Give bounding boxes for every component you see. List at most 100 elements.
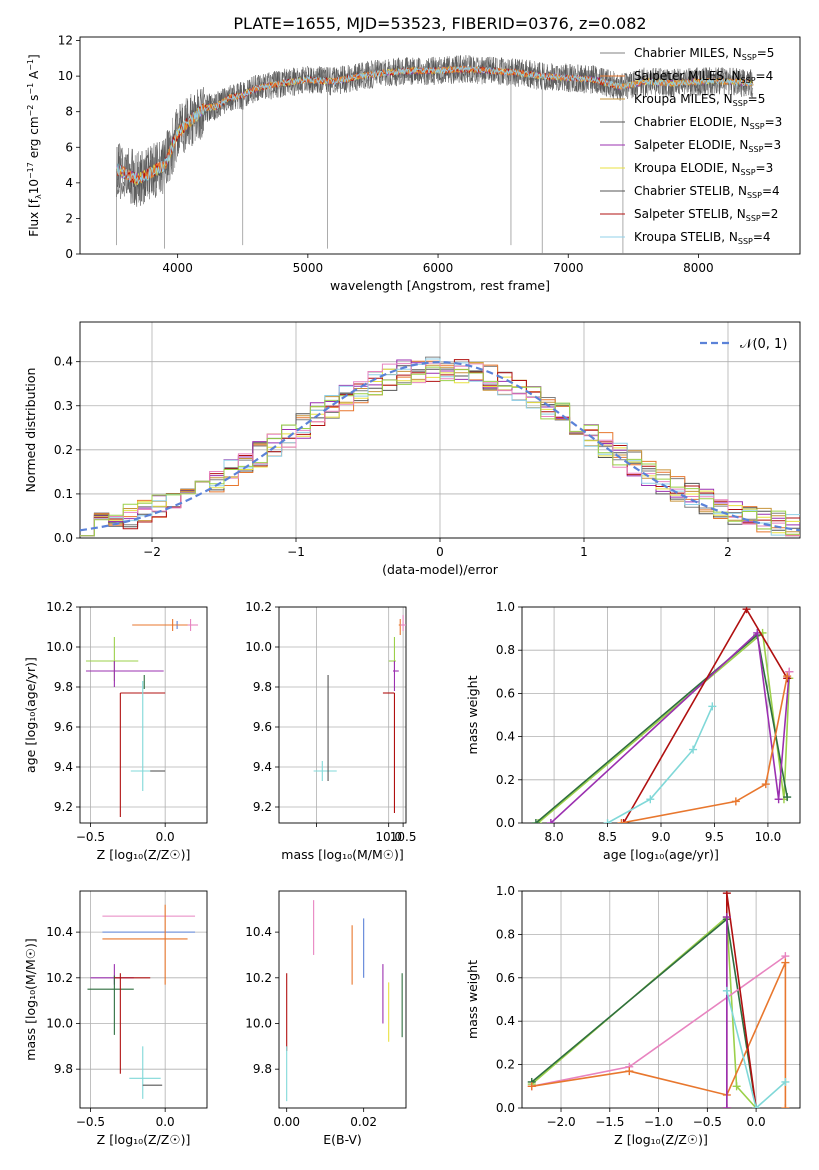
y-axis-label-part: λ (34, 194, 43, 199)
x-tick-label: −0.5 (76, 1115, 105, 1129)
y-axis-label-part: ] (27, 54, 41, 59)
y-tick-label: 6 (65, 140, 73, 154)
y-axis-label-part: −1 (26, 59, 35, 71)
spectrum-line (116, 65, 754, 184)
chart-mass_vs_z: −0.5 0.0 9.8 10.0 10.2 10.4 Z [log₁₀(Z/Z☉)] mas… (23, 890, 208, 1147)
legend-entry: Salpeter STELIB, NSSP=2 (634, 207, 778, 223)
x-tick-label: 4000 (162, 261, 193, 275)
legend-subscript: SSP (741, 168, 756, 177)
x-tick-label: 9.0 (651, 830, 670, 844)
x-tick-label: 0.02 (350, 1115, 377, 1129)
legend-subscript: SSP (742, 53, 757, 62)
x-tick-label: −1 (287, 545, 305, 559)
y-tick-label: 1.0 (496, 884, 515, 898)
weight-line (550, 631, 791, 823)
plot-area (527, 891, 790, 1108)
y-axis-label: mass [log₁₀(M/M☉)] (23, 938, 38, 1060)
y-tick-label: 0.0 (496, 816, 515, 830)
axes-frame (521, 890, 801, 1109)
y-tick-label: 0.6 (496, 971, 515, 985)
y-tick-label: 0.4 (496, 1014, 515, 1028)
x-tick-label: −0.5 (693, 1115, 722, 1129)
x-tick-label: −1.0 (644, 1115, 673, 1129)
x-tick-label: 10.0 (755, 830, 782, 844)
y-tick-label: 9.6 (54, 720, 73, 734)
y-tick-label: 9.6 (253, 720, 272, 734)
axes-frame (79, 606, 208, 824)
x-tick-label: 0.0 (156, 1115, 175, 1129)
y-axis-label: Flux [fλ10−17 erg cm−2 s−1 A−1] (26, 54, 43, 236)
x-axis-label: Z [log₁₀(Z/Z☉)] (97, 847, 191, 862)
weight-line (621, 675, 788, 823)
legend-entry: Chabrier MILES, NSSP=5 (634, 46, 774, 62)
y-tick-label: 10.4 (245, 925, 272, 939)
axes-frame (278, 890, 407, 1109)
x-tick-label: 0 (436, 545, 444, 559)
y-tick-label: 10 (58, 69, 73, 83)
y-tick-label: 10.4 (46, 925, 73, 939)
y-axis-label-part: erg cm (27, 116, 41, 162)
chart-mass_vs_ebv: 0.00 0.02 9.8 10.0 10.2 10.4 E(B-V) (245, 890, 407, 1147)
y-tick-label: 9.2 (54, 800, 73, 814)
x-tick-label: −0.5 (76, 830, 105, 844)
legend-name: Salpeter MILES, N (634, 69, 741, 83)
x-tick-label: 10.0 (375, 830, 402, 844)
legend-suffix: =2 (761, 207, 779, 221)
x-axis-label: Z [log₁₀(Z/Z☉)] (97, 1132, 191, 1147)
x-tick-label: 8.0 (545, 830, 564, 844)
plot-area (87, 904, 196, 1099)
legend-entry: Salpeter ELODIE, NSSP=3 (634, 138, 781, 154)
x-tick-label: −2 (143, 545, 161, 559)
y-tick-label: 10.0 (46, 640, 73, 654)
legend-subscript: SSP (750, 122, 765, 131)
y-tick-label: 0.1 (54, 487, 73, 501)
legend-name: Kroupa MILES, N (634, 92, 733, 106)
y-tick-label: 10.2 (46, 971, 73, 985)
y-tick-label: 10.2 (245, 600, 272, 614)
x-tick-label: −1.5 (595, 1115, 624, 1129)
y-axis-label-part: −1 (26, 83, 35, 95)
y-tick-label: 9.2 (253, 800, 272, 814)
legend-name: Chabrier MILES, N (634, 46, 742, 60)
y-axis-label-part: 10 (27, 179, 41, 194)
weight-line (726, 990, 786, 1108)
legend-entry: Salpeter MILES, NSSP=4 (634, 69, 773, 85)
legend-suffix: =5 (748, 92, 766, 106)
x-tick-label: 1 (580, 545, 588, 559)
legend-name: Kroupa ELODIE, N (634, 161, 741, 175)
y-tick-label: 1.0 (496, 600, 515, 614)
x-tick-label: 5000 (293, 261, 324, 275)
y-tick-label: 9.8 (54, 680, 73, 694)
legend-suffix: =4 (753, 230, 771, 244)
x-axis-label: age [log₁₀(age/yr)] (603, 847, 719, 862)
y-tick-label: 0.0 (54, 531, 73, 545)
legend-name: Kroupa STELIB, N (634, 230, 738, 244)
y-tick-label: 10.0 (245, 640, 272, 654)
plot-area (313, 615, 406, 813)
legend-suffix: =3 (756, 161, 774, 175)
y-tick-label: 0.3 (54, 399, 73, 413)
y-tick-label: 9.8 (54, 1062, 73, 1076)
x-tick-label: 7000 (553, 261, 584, 275)
x-tick-label: 9.5 (705, 830, 724, 844)
legend-subscript: SSP (747, 191, 762, 200)
chart-residuals: −2 −1 0 1 2 0.0 0.1 0.2 0.3 0.4 (data-model)/error… (23, 321, 801, 577)
y-axis-label: age [log₁₀(age/yr)] (23, 657, 38, 773)
x-axis-label: wavelength [Angstrom, rest frame] (330, 278, 550, 293)
axes-frame (79, 890, 208, 1109)
y-tick-label: 0.0 (496, 1101, 515, 1115)
axes-frame (278, 606, 407, 824)
weight-line (622, 607, 788, 823)
y-tick-label: 9.8 (253, 1062, 272, 1076)
y-tick-label: 9.8 (253, 680, 272, 694)
legend-entry: Chabrier ELODIE, NSSP=3 (634, 115, 782, 131)
y-tick-label: 0.2 (496, 773, 515, 787)
x-tick-label: 8000 (683, 261, 714, 275)
x-axis-label: (data-model)/error (382, 562, 499, 577)
chart-weight_vs_age: 8.0 8.5 9.0 9.5 10.0 0.0 0.2 0.4 0.6 0.8 1.0 age [l… (465, 600, 801, 862)
x-tick-label: 2 (724, 545, 732, 559)
y-tick-label: 9.4 (54, 760, 73, 774)
plot-area (80, 356, 800, 537)
